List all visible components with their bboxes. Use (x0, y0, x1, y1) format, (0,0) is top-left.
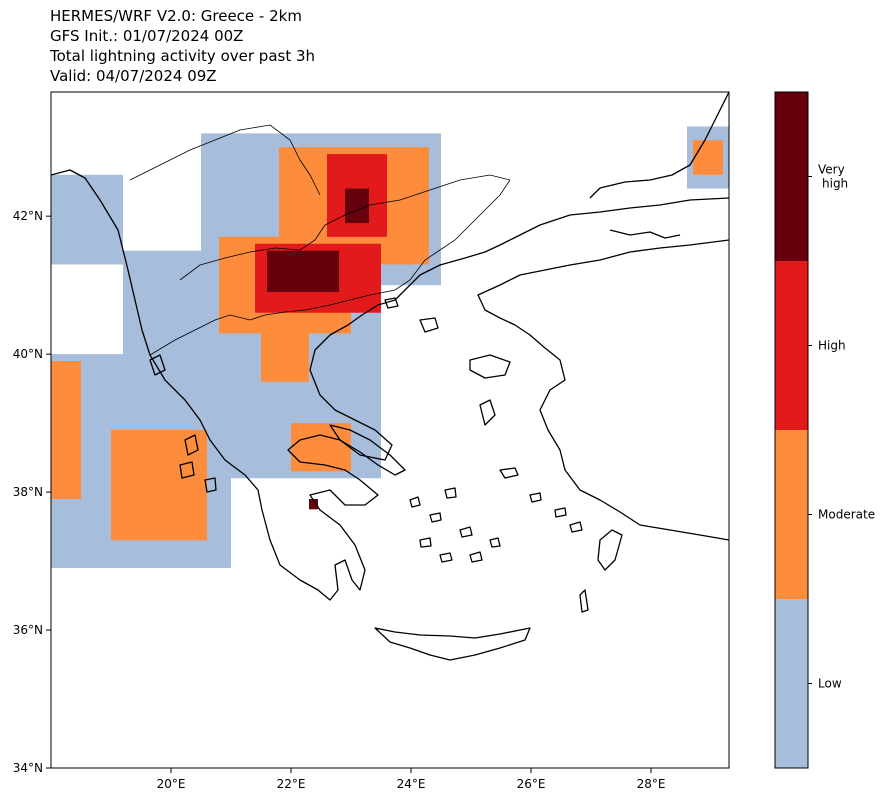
map-title-line-1: HERMES/WRF V2.0: Greece - 2km (50, 7, 302, 25)
evia-island (329, 424, 406, 476)
latitude-ticks: 34°N 36°N 38°N 40°N 42°N (13, 209, 51, 775)
lat-tick-label-0: 34°N (13, 761, 43, 775)
lightning-area-0 (51, 174, 123, 265)
lat-tick-label-3: 40°N (13, 347, 43, 361)
border-serbia (129, 124, 321, 196)
lightning-area-9 (261, 312, 309, 382)
map-frame (50, 91, 730, 769)
lightning-activity-layer (51, 126, 729, 568)
lightning-area-11 (693, 140, 723, 175)
lat-tick-label-2: 38°N (13, 485, 43, 499)
lightning-area-16 (309, 498, 318, 510)
mainland-coastline (51, 169, 729, 601)
lat-tick-label-1: 36°N (13, 623, 43, 637)
rhodes-island (597, 529, 623, 571)
lightning-area-10 (291, 423, 351, 472)
samos-island (499, 467, 519, 479)
lightning-area-5 (51, 361, 81, 499)
lon-tick-label-2: 24°E (397, 777, 426, 791)
colorbar-label-1: Moderate (818, 508, 875, 522)
ionian-islands (149, 354, 217, 493)
chios-island (479, 399, 496, 426)
lightning-colorbar: Low Moderate High Very high (774, 91, 875, 769)
country-borders-layer (129, 124, 511, 356)
lightning-area-6 (111, 430, 207, 541)
colorbar-segment-1 (775, 430, 808, 599)
border-turkey (439, 179, 511, 251)
lat-tick-label-4: 42°N (13, 209, 43, 223)
cyclades-islands (409, 487, 501, 563)
colorbar-label-3: Very high (818, 163, 848, 191)
lon-tick-label-4: 28°E (637, 777, 666, 791)
colorbar-label-2: High (818, 339, 846, 353)
colorbar-segment-2 (775, 261, 808, 430)
border-north-macedonia (179, 224, 326, 281)
black-sea-coastline (589, 92, 729, 199)
coastline-layer (51, 92, 729, 661)
colorbar-frame (774, 91, 809, 769)
map-title-line-2: GFS Init.: 01/07/2024 00Z (50, 27, 244, 45)
lemnos-island (419, 317, 439, 333)
colorbar-label-0: Low (818, 677, 842, 691)
lon-tick-label-3: 26°E (517, 777, 546, 791)
anatolia-coastline (477, 239, 729, 541)
crete-island (374, 627, 531, 661)
map-title-line-4: Valid: 04/07/2024 09Z (50, 67, 217, 85)
thasos-island (384, 297, 399, 309)
lon-tick-label-0: 20°E (157, 777, 186, 791)
lon-tick-label-1: 22°E (277, 777, 306, 791)
map-title-line-3: Total lightning activity over past 3h (50, 47, 316, 65)
dodecanese-islands (529, 492, 589, 613)
lesvos-island (469, 354, 511, 379)
border-bulgaria (324, 174, 511, 226)
colorbar-segment-3 (775, 92, 808, 261)
colorbar-segment-0 (775, 599, 808, 768)
marmara-coastline (609, 229, 681, 239)
border-albania-greece (149, 249, 441, 356)
longitude-ticks: 20°E 22°E 24°E 26°E 28°E (157, 768, 666, 791)
lightning-area-14 (267, 250, 339, 293)
lightning-area-15 (345, 188, 369, 224)
